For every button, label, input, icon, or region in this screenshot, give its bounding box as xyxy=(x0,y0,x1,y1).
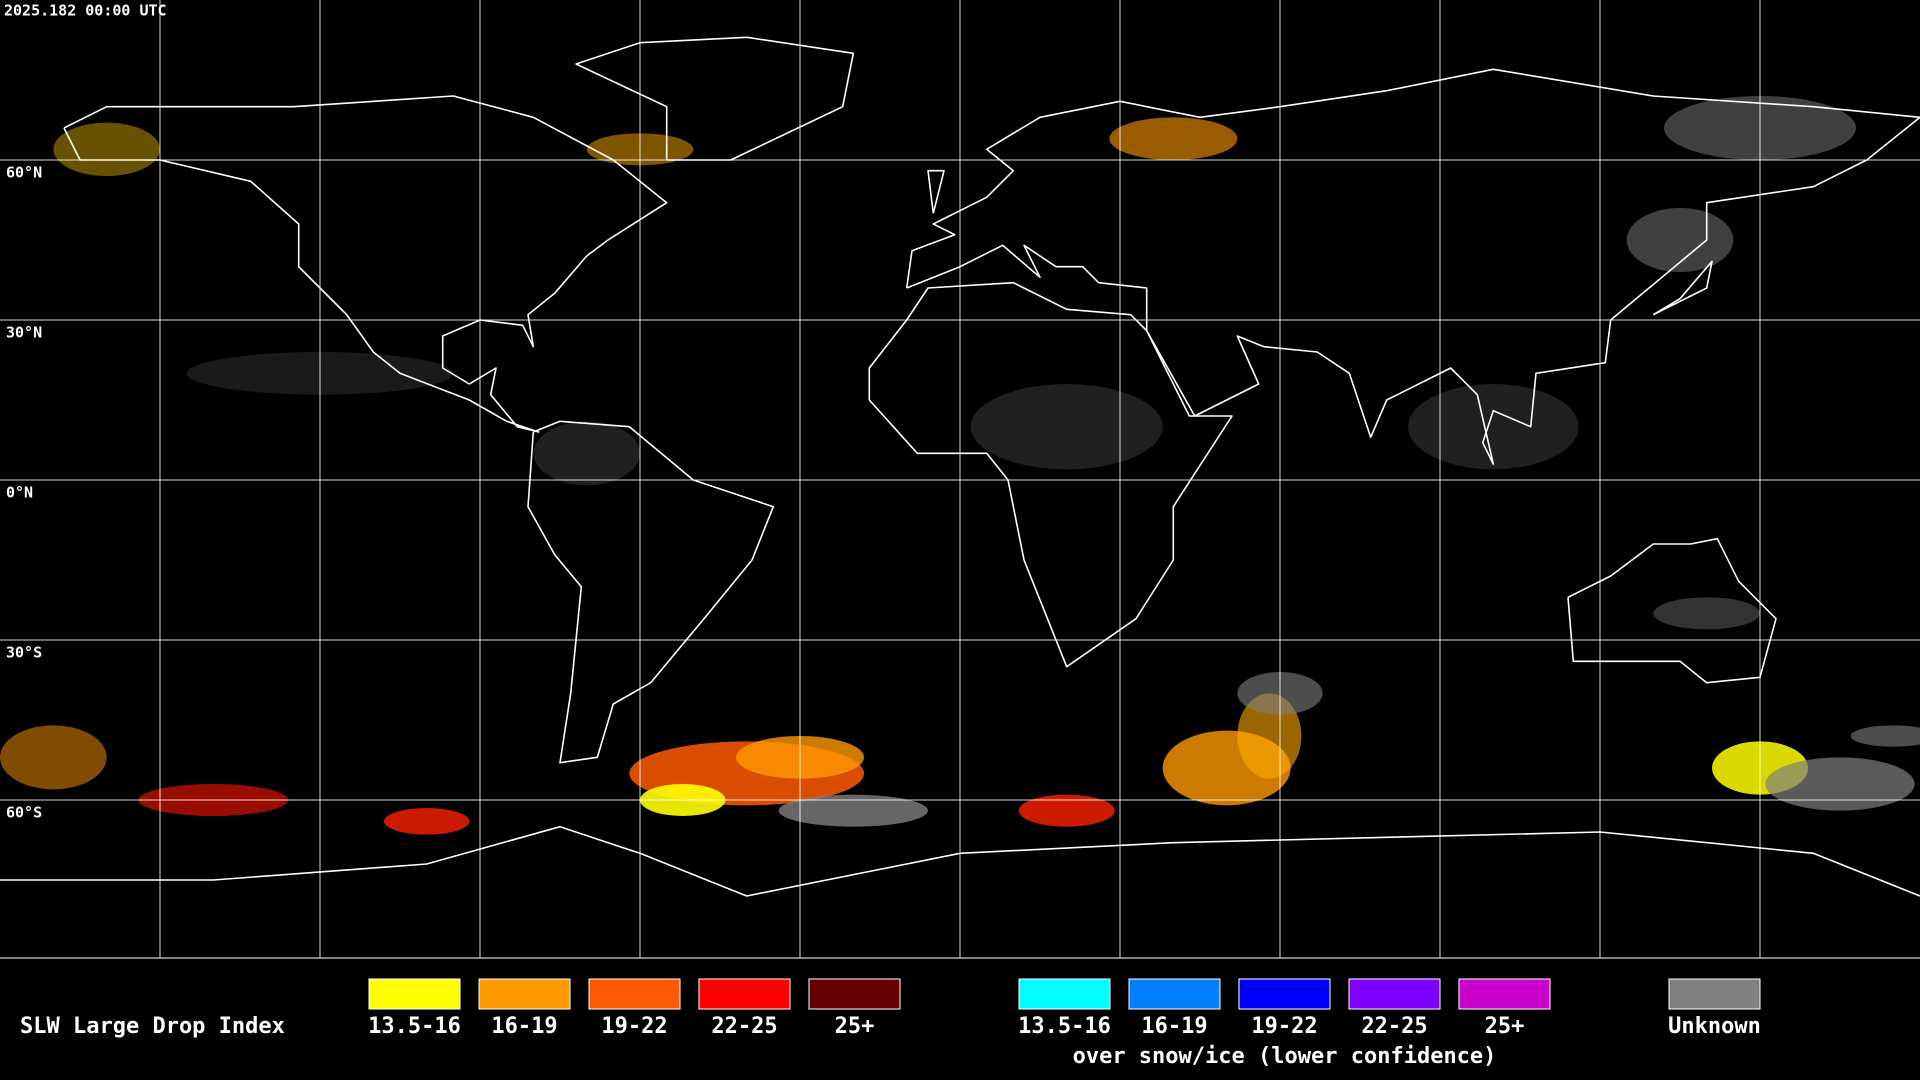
legend-label: Unknown xyxy=(1668,1014,1761,1039)
legend-swatch xyxy=(1668,978,1761,1010)
legend-caption: over snow/ice (lower confidence) xyxy=(1073,1044,1497,1069)
cloud-patch xyxy=(1109,117,1238,160)
cloud-patch xyxy=(1653,597,1760,630)
legend-label: 13.5-16 xyxy=(1018,1014,1111,1039)
latitude-label: 60°S xyxy=(6,804,42,822)
cloud-patch xyxy=(1018,794,1115,827)
legend-label: 22-25 xyxy=(711,1014,777,1039)
latitude-label: 30°N xyxy=(6,324,42,342)
data-overlay xyxy=(0,96,1920,835)
legend-swatch xyxy=(1238,978,1331,1010)
cloud-patch xyxy=(1408,384,1579,470)
legend-swatch xyxy=(478,978,571,1010)
legend-label: 16-19 xyxy=(491,1014,557,1039)
cloud-patch xyxy=(970,384,1163,470)
legend-label: 19-22 xyxy=(601,1014,667,1039)
cloud-patch xyxy=(53,122,161,176)
coastlines xyxy=(0,36,1920,897)
legend-swatch xyxy=(1128,978,1221,1010)
coastline xyxy=(927,169,945,214)
legend-label: 22-25 xyxy=(1361,1014,1427,1039)
graticule xyxy=(0,0,1920,958)
cloud-patch xyxy=(1237,693,1302,779)
latitude-label: 60°N xyxy=(6,164,42,182)
coastline xyxy=(527,420,775,764)
legend-swatch xyxy=(698,978,791,1010)
legend-swatch xyxy=(368,978,461,1010)
legend-label: 13.5-16 xyxy=(368,1014,461,1039)
cloud-patch xyxy=(1765,757,1915,811)
legend: SLW Large Drop Index 13.5-16 16-19 19-22 22… xyxy=(20,978,1761,1069)
latitude-labels: 60°N 30°N 0°N 30°S 60°S xyxy=(6,164,42,822)
timestamp: 2025.182 00:00 UTC xyxy=(4,2,167,20)
cloud-patch xyxy=(0,725,107,790)
cloud-patch xyxy=(384,808,470,835)
legend-label: 19-22 xyxy=(1251,1014,1317,1039)
coastline xyxy=(0,825,1920,897)
legend-swatch xyxy=(1348,978,1441,1010)
legend-swatch xyxy=(1018,978,1111,1010)
cloud-patch xyxy=(533,421,641,486)
latitude-label: 0°N xyxy=(6,484,33,502)
coastline xyxy=(575,36,855,161)
legend-title: SLW Large Drop Index xyxy=(20,1014,285,1039)
coastline xyxy=(905,68,1920,465)
coastline xyxy=(868,281,1233,668)
coastline xyxy=(1567,537,1777,684)
legend-label: 25+ xyxy=(1485,1014,1525,1039)
legend-swatch xyxy=(588,978,681,1010)
cloud-patch xyxy=(1850,725,1920,747)
legend-swatch xyxy=(1458,978,1551,1010)
cloud-patch xyxy=(778,794,928,827)
legend-label: 16-19 xyxy=(1141,1014,1207,1039)
coastline xyxy=(1652,260,1713,316)
coastline xyxy=(63,95,668,433)
latitude-label: 30°S xyxy=(6,644,42,662)
legend-swatch xyxy=(808,978,901,1010)
legend-label: 25+ xyxy=(835,1014,875,1039)
